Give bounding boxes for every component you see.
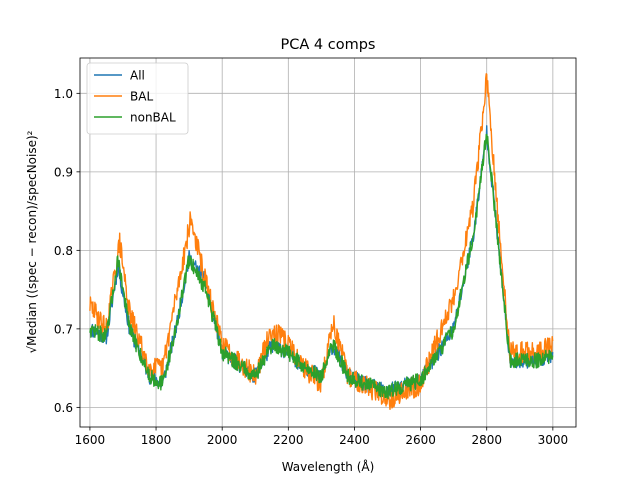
legend: All BAL nonBAL bbox=[86, 62, 189, 135]
legend-label-all: All bbox=[130, 69, 145, 83]
x-tick-label: 1800 bbox=[141, 433, 172, 447]
legend-label-bal: BAL bbox=[130, 90, 153, 104]
y-tick-label: 0.7 bbox=[54, 322, 73, 336]
x-tick-label: 2200 bbox=[273, 433, 304, 447]
x-tick-label: 2400 bbox=[339, 433, 370, 447]
ticks: 1600 1800 2000 2200 2400 2600 2800 3000 0.6 0.7 0.… bbox=[54, 87, 568, 447]
y-tick-label: 0.8 bbox=[54, 244, 73, 258]
y-tick-label: 0.9 bbox=[54, 165, 73, 179]
chart-title: PCA 4 comps bbox=[281, 37, 376, 53]
plot-frame bbox=[79, 57, 577, 428]
x-axis-label: Wavelength (Å) bbox=[282, 459, 375, 474]
series-line-nonbal bbox=[89, 133, 554, 400]
series-layer bbox=[89, 73, 554, 410]
x-tick-label: 2000 bbox=[207, 433, 238, 447]
x-tick-label: 2600 bbox=[405, 433, 436, 447]
y-tick-label: 1.0 bbox=[54, 87, 73, 101]
legend-label-nonbal: nonBAL bbox=[130, 111, 176, 125]
x-tick-label: 3000 bbox=[538, 433, 569, 447]
x-tick-label: 1600 bbox=[75, 433, 106, 447]
y-tick-label: 0.6 bbox=[54, 401, 73, 415]
y-axis-label: √Median ((spec − recon)/specNoise)² bbox=[25, 130, 39, 353]
x-tick-label: 2800 bbox=[471, 433, 502, 447]
